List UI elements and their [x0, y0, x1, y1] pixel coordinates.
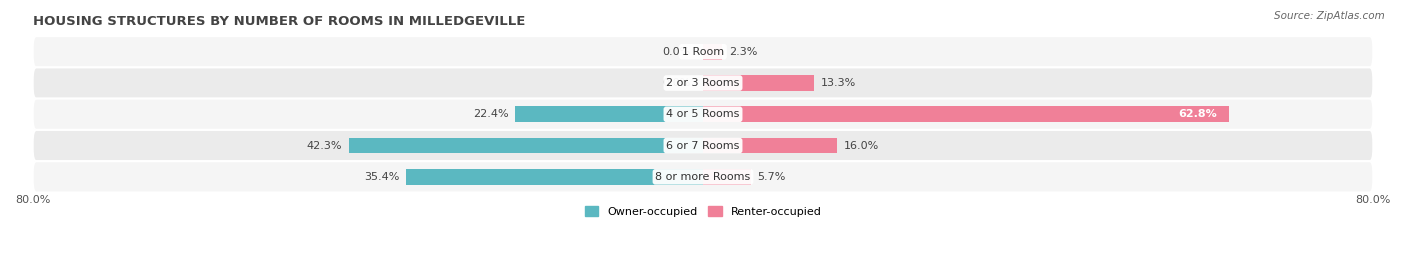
Bar — [703, 75, 814, 91]
FancyBboxPatch shape — [32, 130, 1374, 161]
Bar — [703, 169, 751, 185]
Text: 5.7%: 5.7% — [758, 172, 786, 182]
Bar — [703, 44, 723, 59]
Text: Source: ZipAtlas.com: Source: ZipAtlas.com — [1274, 11, 1385, 21]
Text: 35.4%: 35.4% — [364, 172, 399, 182]
Bar — [516, 107, 703, 122]
Text: 0.0%: 0.0% — [662, 47, 690, 57]
Text: 62.8%: 62.8% — [1178, 109, 1216, 119]
Text: HOUSING STRUCTURES BY NUMBER OF ROOMS IN MILLEDGEVILLE: HOUSING STRUCTURES BY NUMBER OF ROOMS IN… — [32, 15, 524, 28]
Text: 8 or more Rooms: 8 or more Rooms — [655, 172, 751, 182]
FancyBboxPatch shape — [32, 67, 1374, 99]
Text: 1 Room: 1 Room — [682, 47, 724, 57]
Text: 2.3%: 2.3% — [728, 47, 758, 57]
Text: 0.0%: 0.0% — [662, 78, 690, 88]
Legend: Owner-occupied, Renter-occupied: Owner-occupied, Renter-occupied — [581, 202, 825, 221]
Text: 42.3%: 42.3% — [307, 141, 342, 151]
Bar — [703, 138, 837, 153]
FancyBboxPatch shape — [32, 99, 1374, 130]
Text: 16.0%: 16.0% — [844, 141, 879, 151]
Bar — [349, 138, 703, 153]
Text: 4 or 5 Rooms: 4 or 5 Rooms — [666, 109, 740, 119]
Text: 6 or 7 Rooms: 6 or 7 Rooms — [666, 141, 740, 151]
FancyBboxPatch shape — [32, 36, 1374, 67]
FancyBboxPatch shape — [32, 161, 1374, 192]
Text: 2 or 3 Rooms: 2 or 3 Rooms — [666, 78, 740, 88]
Bar — [703, 107, 1229, 122]
Text: 22.4%: 22.4% — [472, 109, 509, 119]
Text: 13.3%: 13.3% — [821, 78, 856, 88]
Bar — [406, 169, 703, 185]
